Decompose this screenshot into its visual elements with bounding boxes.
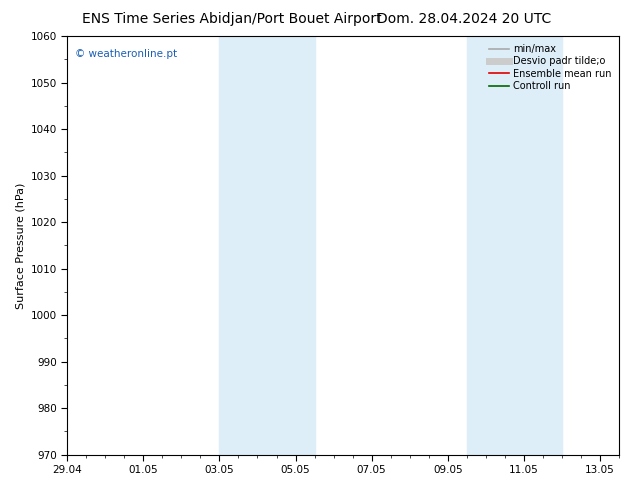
- Bar: [467, 36, 562, 455]
- Text: © weatheronline.pt: © weatheronline.pt: [75, 49, 178, 59]
- Text: ENS Time Series Abidjan/Port Bouet Airport: ENS Time Series Abidjan/Port Bouet Airpo…: [82, 12, 382, 26]
- Legend: min/max, Desvio padr tilde;o, Ensemble mean run, Controll run: min/max, Desvio padr tilde;o, Ensemble m…: [486, 41, 614, 94]
- Text: Dom. 28.04.2024 20 UTC: Dom. 28.04.2024 20 UTC: [377, 12, 552, 26]
- Bar: [219, 36, 314, 455]
- Y-axis label: Surface Pressure (hPa): Surface Pressure (hPa): [15, 182, 25, 309]
